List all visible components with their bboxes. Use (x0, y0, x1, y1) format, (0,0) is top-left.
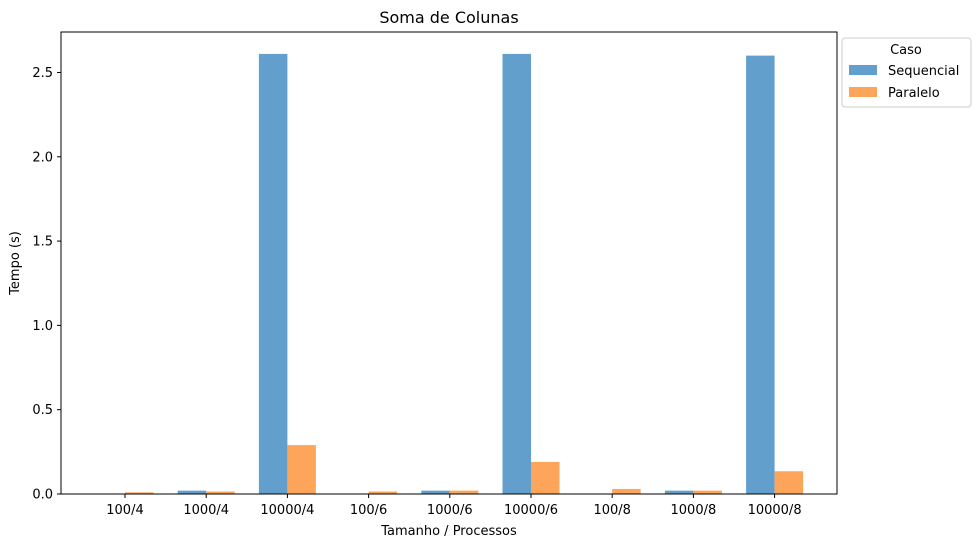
x-tick-label: 10000/4 (260, 503, 314, 518)
legend-title: Caso (890, 43, 922, 58)
bar-paralelo-5 (531, 461, 560, 494)
y-tick-label: 2.0 (32, 150, 53, 165)
x-tick-label: 10000/6 (504, 503, 558, 518)
x-tick-label: 1000/8 (671, 503, 717, 518)
legend-swatch-paralelo (849, 87, 877, 97)
x-axis-label: Tamanho / Processos (380, 524, 517, 539)
y-tick-label: 1.5 (32, 235, 53, 250)
legend-label-paralelo: Paralelo (888, 86, 940, 101)
bar-sequencial-8 (746, 55, 775, 495)
plot-area (125, 53, 804, 495)
bar-paralelo-4 (449, 490, 479, 494)
x-tick-label: 1000/4 (183, 503, 229, 518)
bar-paralelo-3 (368, 491, 398, 494)
y-tick-label: 0.5 (32, 403, 53, 418)
bar-paralelo-0 (125, 492, 154, 494)
y-tick-label: 1.0 (32, 319, 53, 334)
bar-sequencial-1 (177, 490, 207, 494)
x-tick-label: 10000/8 (748, 503, 802, 518)
y-axis-label: Tempo (s) (8, 231, 23, 296)
bar-paralelo-7 (693, 490, 722, 494)
chart-title: Soma de Colunas (379, 8, 518, 27)
bar-sequencial-7 (664, 490, 694, 494)
bar-paralelo-1 (206, 491, 235, 494)
y-axis: 0.0 0.5 1.0 1.5 2.0 2.5 (32, 66, 61, 503)
bar-paralelo-8 (774, 471, 804, 494)
x-axis: 100/4 1000/4 10000/4 100/6 1000/6 10000/6 100/… (106, 494, 802, 518)
legend-swatch-sequencial (849, 65, 877, 75)
bar-sequencial-5 (502, 53, 531, 495)
x-tick-label: 100/6 (350, 503, 387, 518)
plot-frame (60, 31, 838, 495)
bar-paralelo-2 (287, 445, 316, 494)
bar-paralelo-6 (612, 488, 641, 494)
legend-label-sequencial: Sequencial (888, 64, 959, 79)
y-tick-label: 2.5 (32, 66, 53, 81)
bar-sequencial-2 (258, 53, 288, 495)
x-tick-label: 100/8 (593, 503, 630, 518)
bar-sequencial-4 (421, 490, 450, 494)
x-tick-label: 100/4 (106, 503, 143, 518)
legend: Caso Sequencial Paralelo (841, 37, 972, 108)
x-tick-label: 1000/6 (427, 503, 473, 518)
y-tick-label: 0.0 (32, 488, 53, 503)
